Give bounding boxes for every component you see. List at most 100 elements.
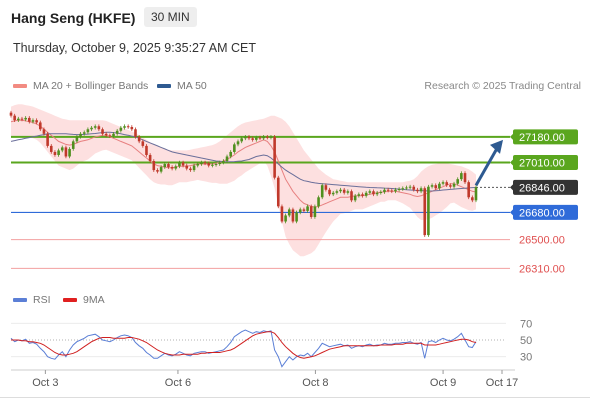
candle-body [203,162,207,164]
candle-body [463,173,467,183]
candle-body [258,137,262,139]
candle-body [251,138,254,140]
candle-body [416,189,419,192]
candle-body [233,144,236,152]
candle-body [134,129,137,137]
candle-body [57,150,60,155]
rsi-line [10,329,477,368]
candle-body [28,117,31,122]
candle-body [364,192,368,196]
candle-body [467,182,470,198]
candle-body [375,192,379,195]
candle-body [90,127,93,130]
candle-body [291,209,295,222]
level-label-pointer-2 [510,183,514,192]
candle-body [331,192,335,195]
candle-body [167,164,170,168]
ma20-swatch [13,84,27,88]
bottom-divider [0,397,590,398]
level-label-pointer-1 [510,158,514,167]
candle-body [434,185,438,189]
candle-body [405,187,408,189]
legend-item-rsi-ma9: 9MA [63,294,105,306]
x-tick-label-3: Oct 9 [430,377,456,389]
rsi-level-label-1: 50 [520,335,532,347]
candle-body [445,182,449,186]
candle-body [302,209,306,211]
candle-body [174,166,178,169]
candle-body [60,147,64,151]
legend-item-rsi: RSI [13,294,51,306]
candle-body [207,163,211,166]
candle-body [123,126,126,128]
forecast-arrowhead [490,139,503,154]
candle-body [71,141,75,149]
candle-body [244,136,247,139]
candle-body [324,185,328,190]
candle-body [368,191,372,193]
legend-label-rsi: RSI [33,294,51,306]
candle-body [130,126,134,130]
candle-body [35,120,38,123]
candle-body [218,162,222,165]
level-label-bg-2 [513,179,578,195]
credit-label: Research © 2025 Trading Central [424,80,581,92]
forecast-arrow-shaft [474,144,501,187]
candle-body [419,188,423,192]
candle-body [284,215,287,222]
candle-body [313,206,317,217]
candle-body [82,132,86,134]
rsi-swatch [13,298,27,302]
candle-body [181,162,185,166]
candle-body [262,136,265,139]
candle-body [42,129,46,134]
bollinger-band-area [11,104,476,257]
rsi-level-label-0: 70 [520,318,532,330]
ma20-line [10,119,477,208]
candle-body [31,120,35,122]
candle-body [383,189,386,193]
candle-body [394,189,397,192]
candle-body [456,179,459,184]
candle-body [178,162,181,167]
legend-item-ma50: MA 50 [157,80,207,92]
candle-body [427,186,430,236]
candle-body [320,185,324,198]
candle-body [112,133,115,137]
candle-body [192,165,196,171]
candle-body [306,206,309,211]
candle-body [9,112,13,116]
candle-body [222,161,225,163]
candle-body [159,167,163,172]
candle-body [20,118,24,120]
candle-body [255,137,258,140]
candle-body [225,156,229,162]
candle-body [200,162,203,165]
x-tick-label-1: Oct 6 [165,377,191,389]
candle-body [185,165,189,169]
candle-body [145,145,148,155]
candle-body [75,136,79,142]
timeframe-badge[interactable]: 30 MIN [144,7,197,27]
rsi-level-label-2: 30 [520,352,532,364]
candle-body [276,177,280,207]
candle-body [46,133,49,146]
candle-body [342,189,346,193]
candle-body [298,209,302,213]
candle-body [309,206,313,217]
candle-body [13,115,16,121]
candle-body [474,187,478,201]
candle-body [156,170,159,172]
candle-body [163,164,167,168]
level-label-pointer-3 [510,208,514,217]
candle-body [108,135,112,137]
candle-body [390,190,394,192]
candle-body [24,117,27,120]
legend-label-ma50: MA 50 [177,80,207,92]
rsi-ma9-line [11,331,477,359]
legend-item-ma20: MA 20 + Bollinger Bands [13,80,148,92]
candle-body [247,136,251,139]
candle-body [104,133,108,136]
candle-body [353,195,357,201]
